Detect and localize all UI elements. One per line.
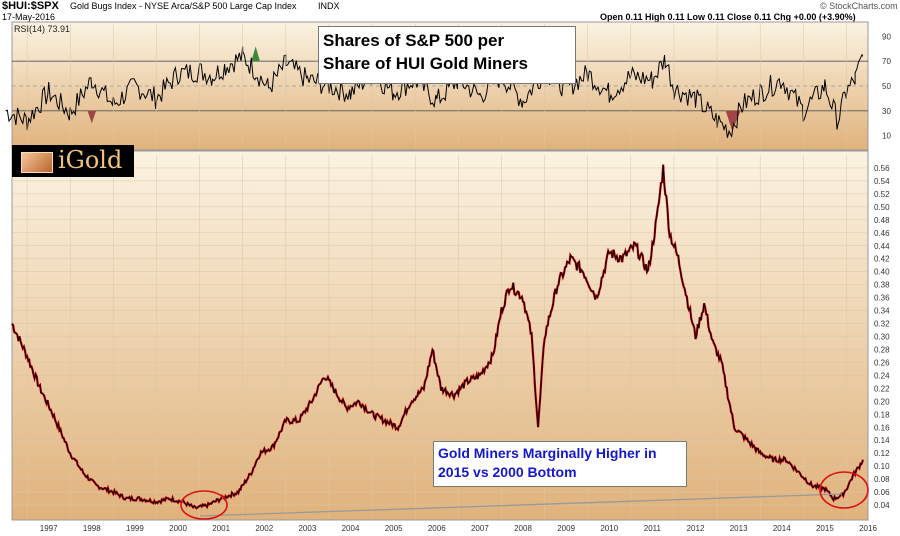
callout-line1: Gold Miners Marginally Higher in <box>438 445 657 461</box>
rsi-label: RSI(14) 73.91 <box>14 24 70 34</box>
quote-readout: Open 0.11 High 0.11 Low 0.11 Close 0.11 … <box>600 12 856 22</box>
ratio-series-line <box>11 164 864 509</box>
x-tick-label: 2002 <box>255 524 273 533</box>
y-tick-label: 0.36 <box>874 294 890 303</box>
y-tick-label: 0.18 <box>874 410 890 419</box>
x-tick-label: 2005 <box>385 524 403 533</box>
rsi-tick-label: 70 <box>882 57 891 66</box>
y-tick-label: 0.08 <box>874 475 890 484</box>
x-tick-label: 2007 <box>471 524 489 533</box>
x-tick-label: 2015 <box>816 524 834 533</box>
y-tick-label: 0.06 <box>874 488 890 497</box>
y-tick-label: 0.54 <box>874 177 890 186</box>
y-tick-label: 0.16 <box>874 423 890 432</box>
y-tick-label: 0.30 <box>874 333 890 342</box>
igold-logo: iGold <box>12 145 134 177</box>
x-tick-label: 2009 <box>557 524 575 533</box>
y-tick-label: 0.28 <box>874 345 890 354</box>
rsi-series-line <box>5 46 864 138</box>
source-credit: © StockCharts.com <box>820 1 898 11</box>
y-tick-label: 0.22 <box>874 384 890 393</box>
exchange-label: INDX <box>318 1 340 11</box>
rsi-oversold-fill <box>725 110 741 131</box>
rsi-oversold-fill <box>87 110 97 124</box>
x-tick-label: 2000 <box>169 524 187 533</box>
y-tick-label: 0.14 <box>874 436 890 445</box>
y-tick-label: 0.26 <box>874 358 890 367</box>
y-tick-label: 0.48 <box>874 216 890 225</box>
chart-title-box: Shares of S&P 500 per Share of HUI Gold … <box>318 26 576 84</box>
x-tick-label: 1999 <box>126 524 144 533</box>
x-tick-label: 2004 <box>342 524 360 533</box>
x-tick-label: 2014 <box>773 524 791 533</box>
index-description: Gold Bugs Index - NYSE Arca/S&P 500 Larg… <box>70 1 297 11</box>
y-tick-label: 0.42 <box>874 255 890 264</box>
y-tick-label: 0.56 <box>874 164 890 173</box>
y-tick-label: 0.52 <box>874 190 890 199</box>
rsi-overbought-fill <box>251 46 260 62</box>
circle-2015-bottom <box>819 471 869 509</box>
y-tick-label: 0.44 <box>874 242 890 251</box>
y-tick-label: 0.46 <box>874 229 890 238</box>
logo-text: iGold <box>58 146 123 174</box>
chart-header: $HUI:$SPX Gold Bugs Index - NYSE Arca/S&… <box>0 0 900 22</box>
chart-title-line2: Share of HUI Gold Miners <box>323 54 528 73</box>
y-tick-label: 0.10 <box>874 462 890 471</box>
callout-box: Gold Miners Marginally Higher in 2015 vs… <box>433 441 687 487</box>
rsi-tick-label: 30 <box>882 107 891 116</box>
y-tick-label: 0.34 <box>874 307 890 316</box>
rsi-tick-label: 10 <box>882 132 891 141</box>
circle-2000-bottom <box>180 490 228 520</box>
chart-title-line1: Shares of S&P 500 per <box>323 31 505 50</box>
x-tick-label: 2008 <box>514 524 532 533</box>
x-tick-label: 1997 <box>40 524 58 533</box>
x-tick-label: 2003 <box>298 524 316 533</box>
x-tick-label: 2011 <box>644 524 662 533</box>
x-tick-label: 2006 <box>428 524 446 533</box>
y-tick-label: 0.50 <box>874 203 890 212</box>
symbol-label: $HUI:$SPX <box>2 0 59 12</box>
callout-line2: 2015 vs 2000 Bottom <box>438 464 577 480</box>
trendline-2000-2015 <box>199 493 843 517</box>
y-tick-label: 0.24 <box>874 371 890 380</box>
y-tick-label: 0.12 <box>874 449 890 458</box>
rsi-tick-label: 50 <box>882 82 891 91</box>
x-tick-label: 2001 <box>212 524 230 533</box>
y-tick-label: 0.04 <box>874 501 890 510</box>
x-tick-label: 2013 <box>730 524 748 533</box>
y-tick-label: 0.40 <box>874 268 890 277</box>
x-tick-label: 1998 <box>83 524 101 533</box>
date-label: 17-May-2016 <box>2 12 56 22</box>
x-tick-label: 2012 <box>687 524 705 533</box>
x-tick-label: 2016 <box>859 524 877 533</box>
y-tick-label: 0.38 <box>874 281 890 290</box>
y-tick-label: 0.32 <box>874 320 890 329</box>
gold-bar-icon <box>21 152 53 173</box>
y-tick-label: 0.20 <box>874 397 890 406</box>
rsi-tick-label: 90 <box>882 32 891 41</box>
x-tick-label: 2010 <box>600 524 618 533</box>
